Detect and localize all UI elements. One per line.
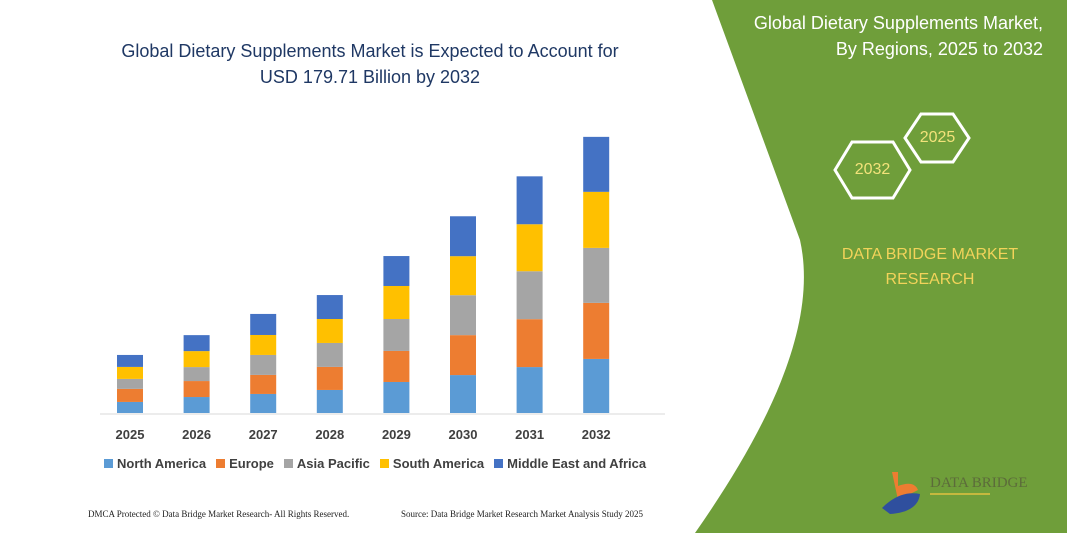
bar-segment-2032-europe	[583, 302, 610, 359]
bar-segment-2032-north-america	[583, 358, 610, 413]
footer-copyright: DMCA Protected © Data Bridge Market Rese…	[88, 509, 350, 519]
bar-segment-2032-south-america	[583, 191, 610, 248]
bar-segment-2029-europe	[383, 350, 410, 382]
bar-segment-2025-north-america	[117, 401, 143, 413]
side-title-line1: Global Dietary Supplements Market,	[753, 13, 1043, 33]
bar-segment-2026-north-america	[183, 397, 210, 413]
legend-label: South America	[392, 456, 485, 471]
x-tick-2027: 2027	[249, 427, 278, 442]
bar-segment-2030-asia-pacific	[450, 295, 476, 336]
bar-segment-2026-asia-pacific	[183, 367, 210, 382]
bar-segment-2030-north-america	[450, 375, 476, 413]
legend-label: Europe	[229, 456, 274, 471]
side-panel-title: Global Dietary Supplements Market, By Re…	[713, 10, 1043, 62]
legend-item-north-america: North America	[104, 456, 206, 471]
x-tick-2029: 2029	[382, 427, 411, 442]
legend-label: Middle East and Africa	[507, 456, 647, 471]
x-tick-labels: 2025 2026 2027 2028 2029 2030 2031 2032	[116, 427, 611, 442]
bar-segment-2027-south-america	[250, 334, 277, 355]
legend-item-asia-pacific: Asia Pacific	[283, 456, 370, 471]
bar-segment-2030-europe	[450, 335, 476, 376]
hex-end-year: 2032	[854, 161, 891, 178]
x-tick-2025: 2025	[116, 427, 145, 442]
chart-title-line1: Global Dietary Supplements Market is Exp…	[121, 41, 619, 61]
brand-line1: DATA BRIDGE MARKET	[841, 246, 1019, 263]
bar-segment-2026-south-america	[183, 351, 210, 368]
x-tick-2028: 2028	[315, 427, 344, 442]
brand-text: DATA BRIDGE MARKET RESEARCH	[815, 242, 1045, 292]
bar-segment-2028-europe	[316, 366, 343, 390]
bar-segment-2031-south-america	[516, 224, 543, 272]
brand-line2: RESEARCH	[885, 271, 975, 288]
side-title-line2: By Regions, 2025 to 2032	[835, 39, 1043, 59]
bar-segment-2025-middle-east-and-africa	[117, 354, 143, 367]
bar-segment-2031-middle-east-and-africa	[516, 176, 543, 225]
x-tick-2026: 2026	[182, 427, 211, 442]
bar-segment-2031-asia-pacific	[516, 271, 543, 320]
bar-segment-2030-south-america	[450, 256, 476, 296]
bar-segment-2030-middle-east-and-africa	[450, 216, 476, 257]
bar-segment-2026-europe	[183, 381, 210, 398]
legend-swatch	[216, 459, 226, 468]
bar-segment-2025-asia-pacific	[117, 378, 143, 389]
bar-segment-2027-asia-pacific	[250, 354, 277, 375]
legend-swatch	[379, 459, 389, 468]
bar-segment-2026-middle-east-and-africa	[183, 335, 210, 352]
chart-title-line2: USD 179.71 Billion by 2032	[259, 67, 481, 87]
logo-text: DATA BRIDGE	[930, 475, 1028, 491]
bar-segment-2032-middle-east-and-africa	[583, 136, 610, 192]
legend-item-europe: Europe	[216, 456, 274, 471]
bar-segment-2031-north-america	[516, 367, 543, 413]
legend-label: Asia Pacific	[296, 456, 370, 471]
bar-segment-2031-europe	[516, 319, 543, 368]
bar-segment-2029-north-america	[383, 381, 410, 413]
legend-item-south-america: South America	[379, 456, 485, 471]
bar-segment-2028-south-america	[316, 319, 343, 343]
bar-segment-2027-middle-east-and-africa	[250, 313, 277, 335]
chart-title: Global Dietary Supplements Market is Exp…	[80, 38, 660, 90]
legend-swatch	[283, 459, 293, 468]
bar-segment-2025-europe	[117, 388, 143, 402]
legend-swatch	[104, 459, 113, 468]
bar-segment-2029-asia-pacific	[383, 319, 410, 351]
legend-label: North America	[117, 456, 207, 471]
bars	[117, 136, 610, 413]
legend-item-middle-east-and-africa: Middle East and Africa	[494, 456, 646, 471]
green-side-panel	[695, 0, 1067, 533]
bar-segment-2028-north-america	[316, 389, 343, 413]
bar-segment-2028-middle-east-and-africa	[316, 295, 343, 320]
bar-segment-2028-asia-pacific	[316, 342, 343, 367]
hexagon-2032-icon	[833, 140, 912, 200]
x-tick-2030: 2030	[449, 427, 478, 442]
bar-segment-2032-asia-pacific	[583, 247, 610, 303]
footer-source: Source: Data Bridge Market Research Mark…	[401, 509, 643, 519]
data-bridge-logo-icon	[882, 472, 990, 514]
hexagon-2025-icon	[903, 112, 971, 164]
legend: North America Europe Asia Pacific South Ame…	[104, 456, 646, 471]
x-tick-2031: 2031	[515, 427, 544, 442]
bar-segment-2029-middle-east-and-africa	[383, 256, 410, 286]
bar-segment-2029-south-america	[383, 285, 410, 320]
bar-segment-2027-north-america	[250, 393, 277, 413]
bar-segment-2027-europe	[250, 374, 277, 394]
hex-start-year: 2025	[919, 129, 956, 146]
bar-segment-2025-south-america	[117, 366, 143, 379]
x-tick-2032: 2032	[582, 427, 611, 442]
legend-swatch	[494, 459, 504, 468]
